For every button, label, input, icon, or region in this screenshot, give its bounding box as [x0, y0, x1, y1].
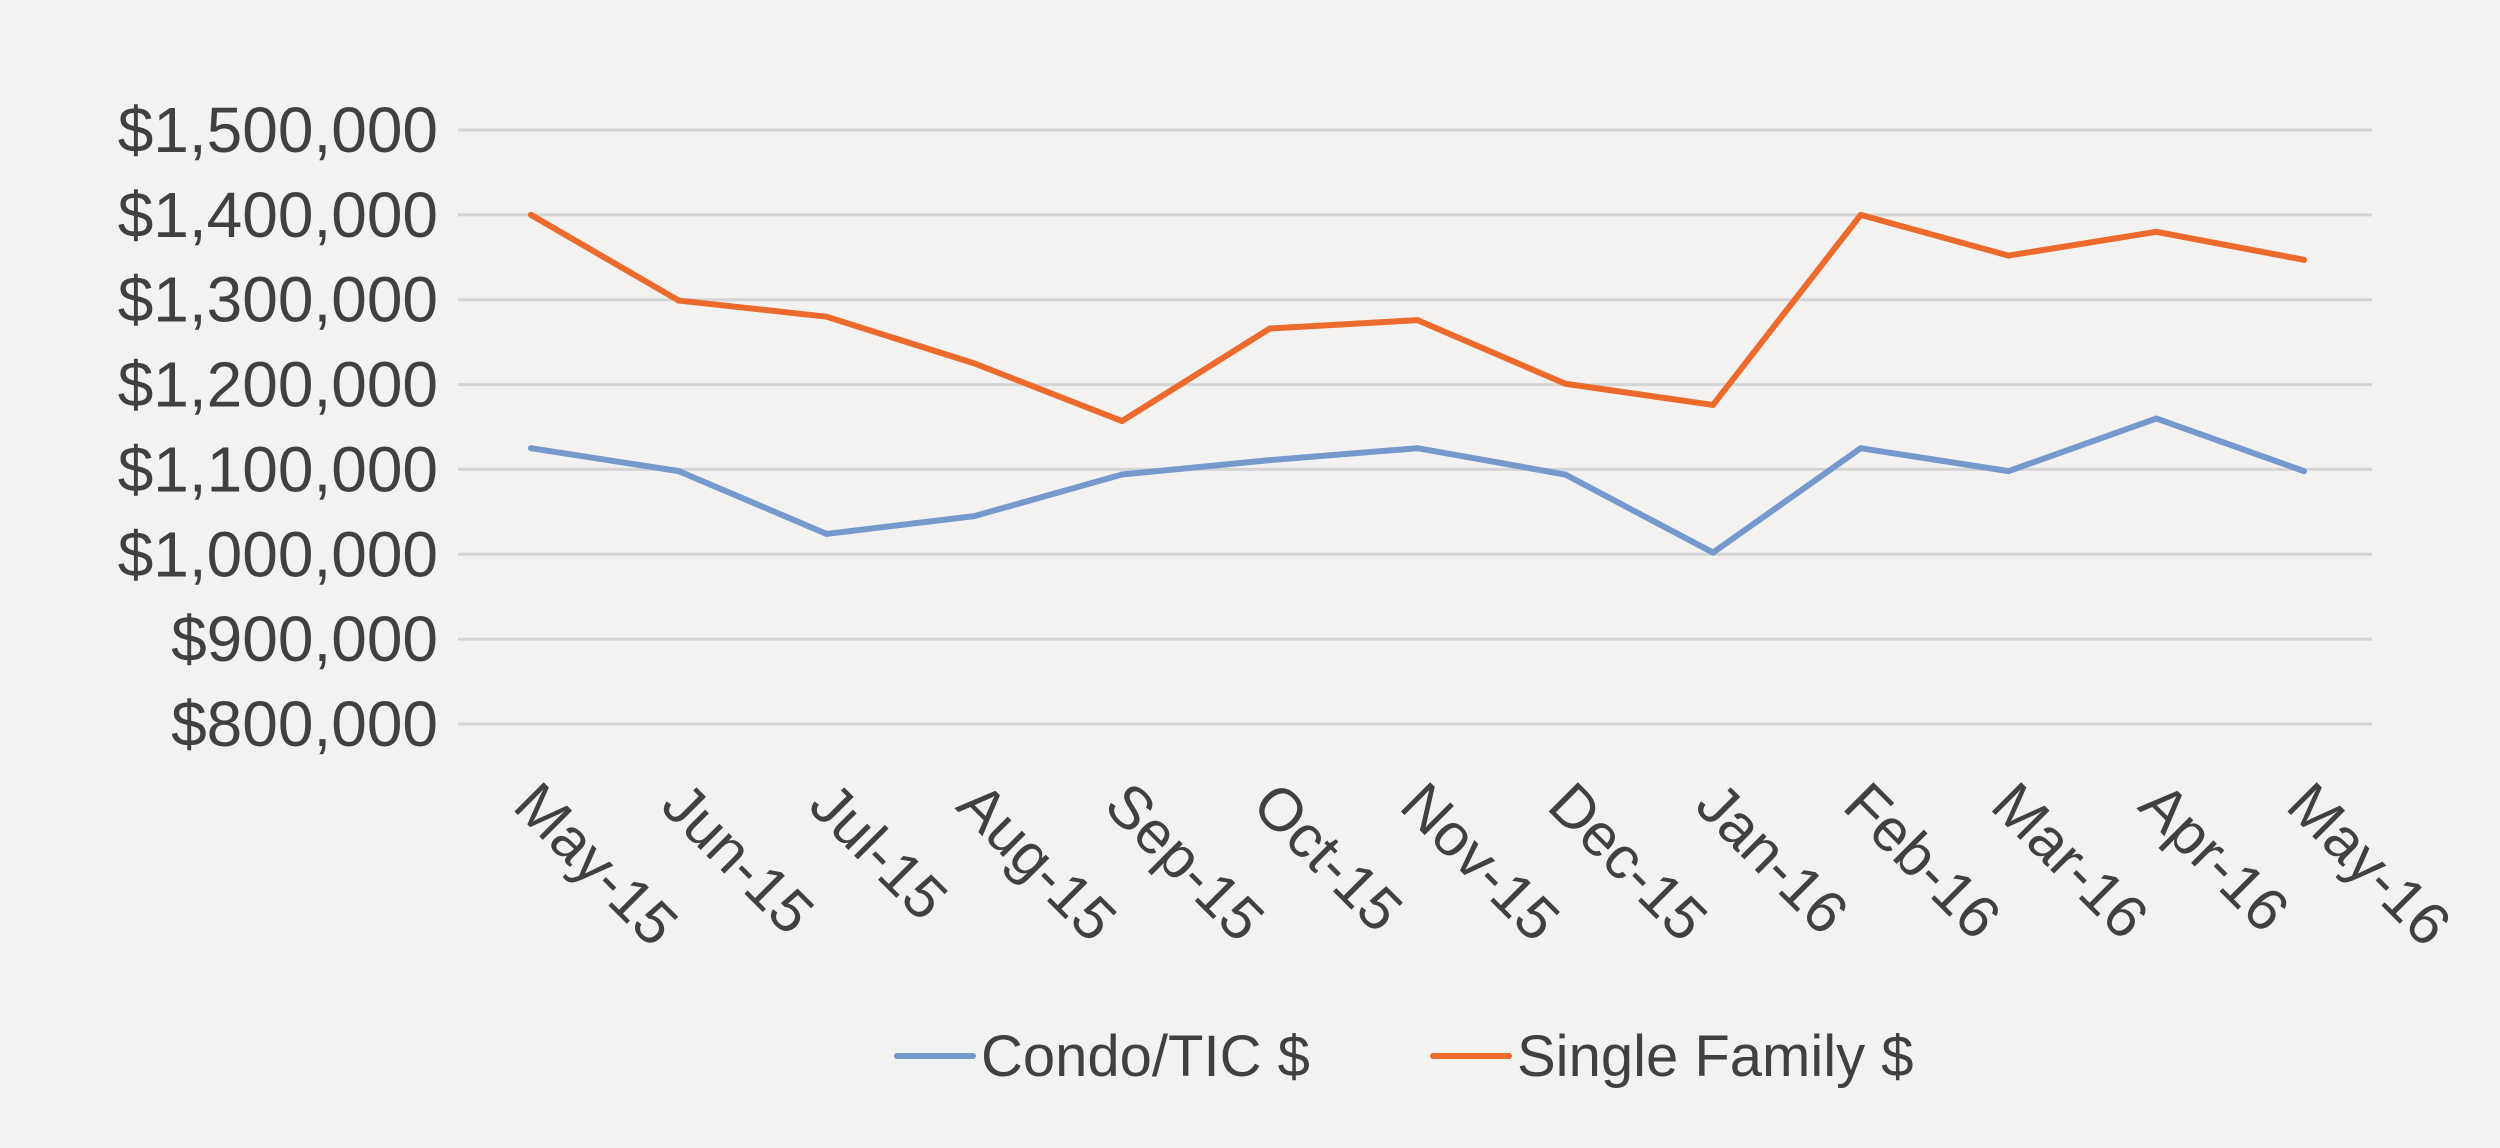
- data-point: [2301, 256, 2307, 263]
- data-point: [971, 513, 978, 520]
- series-1: [528, 415, 2307, 556]
- x-tick-label: May-16: [2275, 770, 2464, 959]
- data-point: [2153, 415, 2160, 422]
- plot-area: [528, 211, 2307, 556]
- data-point: [1266, 325, 1273, 332]
- x-axis: May-15Jun-15Jul-15Aug-15Sep-15Oct-15Nov-…: [502, 770, 2464, 959]
- x-tick-label: Dec-15: [1536, 770, 1720, 954]
- y-tick-label: $1,200,000: [118, 349, 438, 421]
- data-point: [971, 360, 978, 367]
- legend: Condo/TIC $ Single Family $: [894, 1024, 1913, 1089]
- y-tick-label: $1,300,000: [118, 264, 438, 336]
- x-tick-label: Aug-15: [945, 770, 1129, 954]
- series-2: [528, 211, 2307, 425]
- legend-item: Single Family $: [1430, 1024, 1913, 1089]
- y-tick-label: $1,400,000: [118, 179, 438, 251]
- data-point: [1119, 418, 1125, 425]
- data-point: [1119, 471, 1125, 478]
- x-tick-label: Nov-15: [1388, 770, 1572, 954]
- data-point: [675, 468, 682, 475]
- y-tick-label: $1,100,000: [118, 433, 438, 505]
- y-axis: $1,500,000 $1,400,000 $1,300,000 $1,200,000…: [118, 94, 438, 760]
- legend-label: Condo/TIC $: [981, 1024, 1310, 1089]
- x-tick-label: Oct-15: [1241, 770, 1416, 945]
- data-point: [2005, 252, 2012, 259]
- data-point: [823, 313, 830, 320]
- legend-label: Single Family $: [1517, 1024, 1913, 1089]
- data-point: [1857, 445, 1864, 452]
- data-point: [1562, 380, 1569, 387]
- data-point: [1414, 445, 1421, 452]
- gridlines: [458, 128, 2372, 726]
- y-tick-label: $800,000: [171, 688, 438, 760]
- data-point: [528, 445, 534, 452]
- x-tick-label: Mar-16: [1979, 770, 2161, 952]
- series-line: [528, 415, 2307, 556]
- data-point: [1710, 549, 1716, 556]
- data-point: [1562, 471, 1569, 478]
- x-tick-label: Jul-15: [797, 770, 960, 933]
- data-point: [528, 211, 534, 218]
- data-point: [675, 297, 682, 304]
- data-point: [1266, 457, 1273, 464]
- data-point: [1710, 401, 1716, 408]
- data-point: [2005, 468, 2012, 475]
- data-point: [1857, 211, 1864, 218]
- y-tick-label: $900,000: [171, 603, 438, 675]
- x-tick-label: Sep-15: [1093, 770, 1277, 954]
- x-tick-label: Apr-16: [2127, 770, 2302, 945]
- data-point: [1414, 317, 1421, 324]
- data-point: [823, 530, 830, 537]
- y-tick-label: $1,000,000: [118, 518, 438, 590]
- legend-item: Condo/TIC $: [894, 1024, 1310, 1089]
- y-tick-label: $1,500,000: [118, 94, 438, 166]
- data-point: [2301, 468, 2307, 475]
- x-tick-label: May-15: [502, 770, 691, 959]
- x-tick-label: Feb-16: [1832, 770, 2014, 952]
- x-tick-label: Jan-16: [1684, 770, 1861, 947]
- data-point: [2153, 228, 2160, 235]
